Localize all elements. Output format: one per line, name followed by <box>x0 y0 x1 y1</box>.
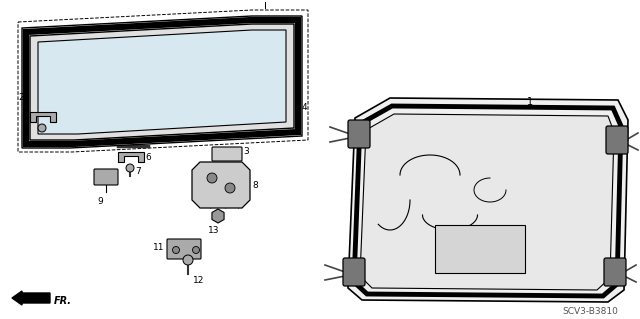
Circle shape <box>207 173 217 183</box>
Text: 13: 13 <box>208 226 220 235</box>
Polygon shape <box>348 98 628 302</box>
Polygon shape <box>118 152 144 162</box>
FancyBboxPatch shape <box>94 169 118 185</box>
Text: 8: 8 <box>252 181 258 189</box>
Text: 9: 9 <box>97 197 103 206</box>
FancyBboxPatch shape <box>348 120 370 148</box>
Text: 7: 7 <box>47 127 52 136</box>
Text: 1: 1 <box>527 97 533 107</box>
Text: FR.: FR. <box>54 296 72 306</box>
Polygon shape <box>38 30 286 134</box>
Text: 5: 5 <box>57 114 63 122</box>
Text: 2: 2 <box>19 93 24 101</box>
Polygon shape <box>192 162 250 208</box>
Circle shape <box>193 247 200 254</box>
Text: 11: 11 <box>152 243 164 253</box>
FancyBboxPatch shape <box>167 239 201 259</box>
Circle shape <box>38 124 46 132</box>
Text: SCV3-B3810: SCV3-B3810 <box>562 307 618 315</box>
Circle shape <box>183 255 193 265</box>
Polygon shape <box>30 24 294 140</box>
Polygon shape <box>360 114 614 290</box>
Polygon shape <box>22 16 302 148</box>
FancyBboxPatch shape <box>343 258 365 286</box>
Text: 12: 12 <box>193 276 204 285</box>
Text: 2: 2 <box>106 132 112 142</box>
Text: 6: 6 <box>145 153 151 162</box>
Text: 7: 7 <box>135 167 141 175</box>
Text: 3: 3 <box>243 146 249 155</box>
Circle shape <box>173 247 179 254</box>
FancyBboxPatch shape <box>212 147 242 161</box>
Circle shape <box>126 164 134 172</box>
FancyBboxPatch shape <box>604 258 626 286</box>
Text: 10: 10 <box>259 0 271 1</box>
Polygon shape <box>30 112 56 122</box>
FancyArrow shape <box>12 291 50 305</box>
Text: 4: 4 <box>302 103 308 113</box>
Circle shape <box>225 183 235 193</box>
FancyBboxPatch shape <box>606 126 628 154</box>
FancyBboxPatch shape <box>435 225 525 273</box>
